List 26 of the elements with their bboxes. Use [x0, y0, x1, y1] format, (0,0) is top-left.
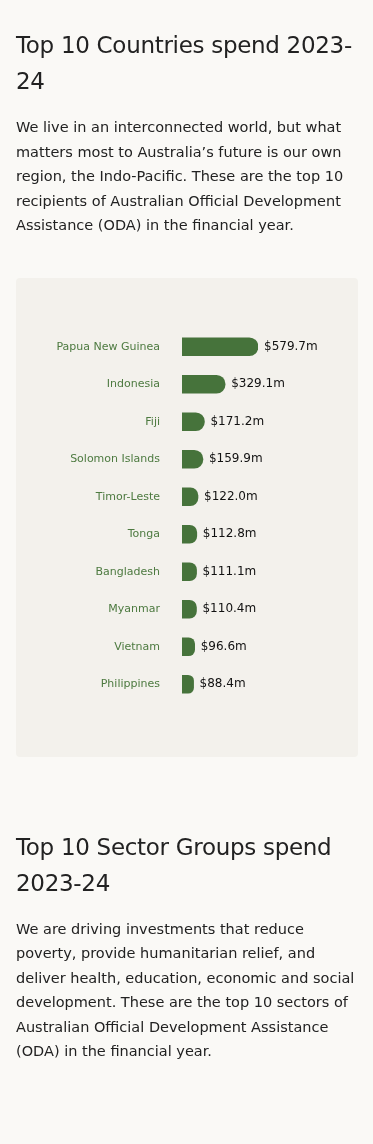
bar — [182, 374, 226, 394]
data-label: $171.2m — [210, 413, 265, 428]
text: We are driving investments that reduce poverty, provide humanitarian relief, and deliver health, education, economic and social development. These are the top 10 sectors of Australian Official Development Assistance (ODA) in the financial year. — [16, 919, 356, 1061]
data-label: $579.7m — [264, 338, 318, 353]
y-tick-label: Solomon Islands — [70, 451, 161, 465]
data-label: $96.6m — [200, 638, 247, 653]
text: Top 10 Sector Groups spend 2023-24 — [16, 832, 333, 898]
y-tick-label: Fiji — [145, 414, 160, 428]
y-tick-label: Tonga — [126, 526, 160, 540]
chart-title: Top 10 Countries spend 2023-24 — [16, 31, 353, 96]
y-tick-label: Vietnam — [114, 639, 160, 653]
y-tick-label: Timor-Leste — [94, 489, 161, 503]
data-label: $159.9m — [208, 450, 263, 465]
y-tick-label: Papua New Guinea — [56, 339, 160, 353]
data-label: $88.4m — [199, 675, 246, 690]
chart-subtitle: We live in an interconnected world, but what matters most to Australia’s future is our own region, the Indo-Pacific. These are the top 10 recipients of Australian Official Development Assistance (ODA) in the financial year. — [16, 118, 345, 235]
data-label: $111.1m — [202, 563, 257, 578]
data-label: $112.8m — [202, 525, 257, 540]
y-tick-label: Indonesia — [106, 376, 160, 390]
y-tick-label: Philippines — [100, 676, 161, 690]
data-label: $122.0m — [203, 488, 258, 503]
data-label: $110.4m — [202, 600, 257, 615]
y-tick-label: Bangladesh — [95, 564, 161, 578]
data-label: $329.1m — [231, 375, 285, 390]
bar — [182, 336, 258, 356]
y-tick-label: Myanmar — [108, 601, 161, 615]
